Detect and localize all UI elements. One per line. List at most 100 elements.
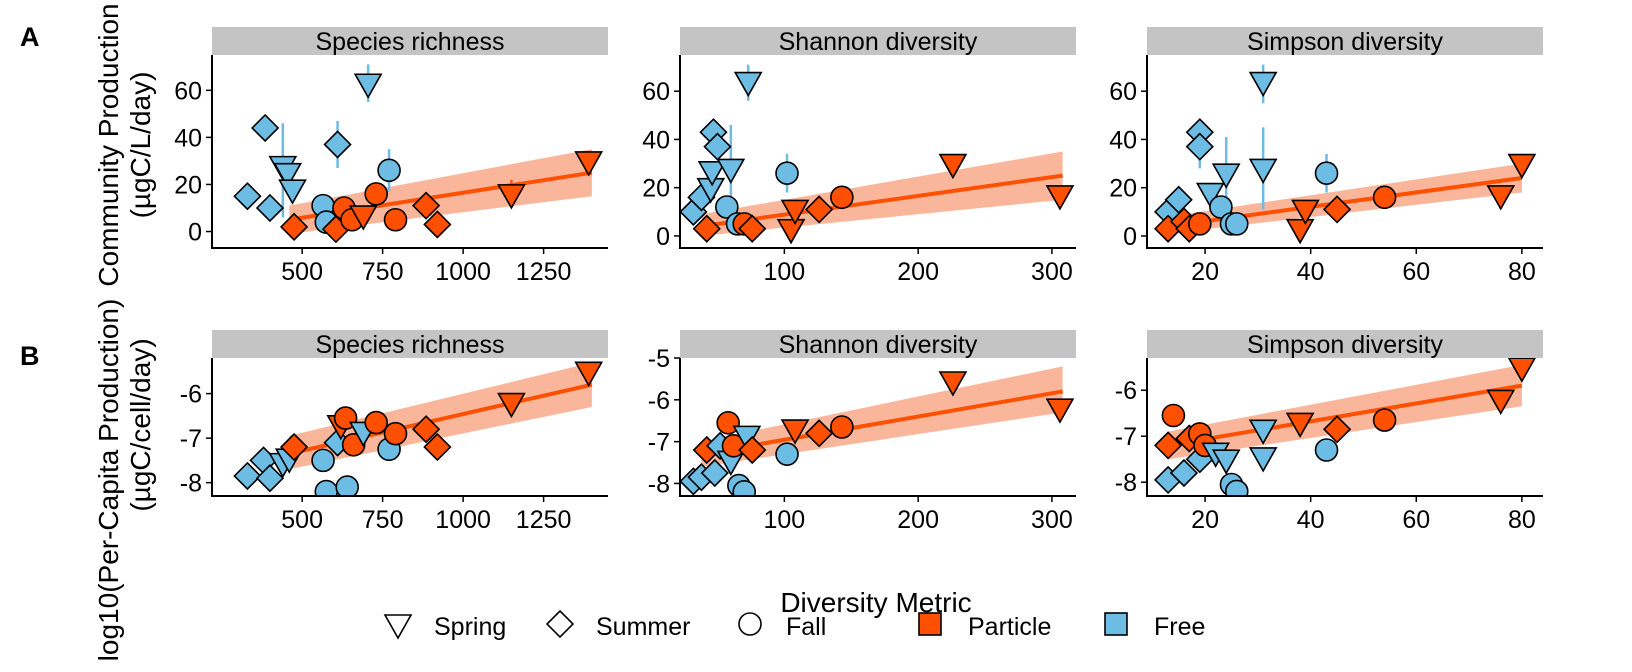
y-tick-label: -7 (180, 425, 202, 453)
y-tick-label: -6 (648, 387, 670, 415)
data-point (1322, 415, 1352, 444)
data-point (776, 218, 806, 245)
plot-area (1153, 358, 1536, 496)
data-point (733, 71, 763, 98)
data-point (574, 361, 604, 387)
data-point (1153, 431, 1183, 460)
panel-a-0: Species richness 0 20 40 60 500 750 1000 1250 (174, 27, 608, 286)
data-point (1372, 185, 1397, 210)
data-point (1211, 163, 1241, 189)
data-point (805, 195, 834, 224)
data-point (323, 130, 352, 159)
data-point (574, 151, 604, 177)
fit-line (701, 173, 1063, 229)
data-point (1314, 438, 1339, 462)
legend-label-particle: Particle (968, 613, 1051, 641)
data-point (279, 432, 309, 462)
data-point (1161, 403, 1186, 428)
x-tick-label: 300 (1031, 258, 1073, 286)
legend-key-free (1104, 612, 1128, 636)
x-tick-label: 1000 (435, 506, 491, 534)
facet-strip (212, 330, 608, 358)
x-tick-label: 750 (362, 258, 404, 286)
fit-line (701, 389, 1063, 457)
facet-strip-label: Simpson diversity (1247, 331, 1443, 359)
data-point (1248, 71, 1278, 98)
y-tick-label: -5 (648, 345, 670, 373)
data-point (233, 182, 262, 211)
legend-key-summer (545, 609, 575, 639)
data-point (938, 371, 968, 397)
y-tick-label: 0 (656, 223, 670, 251)
data-point (273, 162, 303, 189)
data-point (383, 207, 408, 232)
data-point (364, 182, 388, 206)
legend-label-fall: Fall (786, 613, 826, 641)
data-point (1314, 161, 1339, 186)
x-tick-label: 1250 (516, 258, 572, 286)
x-tick-label: 300 (1031, 506, 1073, 534)
data-point (938, 153, 968, 180)
legend: Spring Summer Fall Particle Free (383, 609, 1205, 641)
data-point (1045, 398, 1075, 424)
y-tick-label: 40 (1109, 126, 1137, 154)
data-point (250, 113, 280, 143)
data-point (278, 179, 307, 205)
legend-key-particle (918, 612, 942, 636)
y-tick-label: 60 (1109, 78, 1137, 106)
data-point (1285, 412, 1315, 439)
data-point (1486, 185, 1516, 211)
panel-b-0: Species richness -8 -7 -6 500 750 1000 1250 (180, 330, 608, 534)
plot-area (1153, 64, 1537, 245)
data-point (1188, 212, 1212, 236)
legend-key-spring (383, 614, 413, 640)
data-point (830, 415, 854, 439)
data-point (1209, 195, 1233, 219)
data-point (255, 464, 285, 493)
data-point (697, 161, 727, 187)
data-point (497, 184, 526, 210)
panel-a-1: Shannon diversity 0 20 40 60 100 200 300 (642, 27, 1076, 286)
confidence-ribbon (701, 366, 1063, 467)
facet-strip-label: Species richness (316, 28, 505, 56)
x-tick-label: 100 (763, 258, 805, 286)
x-tick-label: 20 (1191, 506, 1219, 534)
x-tick-label: 200 (897, 506, 939, 534)
data-point (700, 458, 729, 488)
data-point (1486, 389, 1516, 416)
x-tick-label: 750 (362, 506, 404, 534)
data-point (335, 475, 360, 496)
y-tick-label: 0 (188, 219, 202, 247)
x-tick-label: 80 (1508, 506, 1536, 534)
data-point (1211, 449, 1241, 475)
plot-area (233, 64, 604, 244)
data-point (830, 185, 854, 210)
panel-b-2: Simpson diversity -8 -7 -6 20 40 60 80 (1115, 330, 1543, 534)
x-tick-label: 100 (763, 506, 805, 534)
facet-strip-label: Shannon diversity (779, 28, 978, 56)
y-tick-label: 20 (174, 171, 202, 199)
facet-strip-label: Simpson diversity (1247, 28, 1443, 56)
data-point (255, 193, 285, 223)
data-point (805, 419, 834, 448)
data-point (1507, 358, 1536, 383)
x-tick-label: 40 (1297, 506, 1325, 534)
data-point (1248, 419, 1278, 445)
data-point (1291, 199, 1320, 226)
data-point (1285, 218, 1315, 245)
y-tick-label: -8 (648, 470, 670, 498)
data-point (780, 419, 810, 445)
y-axis-title-b-line1: log10(Per-Capita Production) (93, 299, 124, 662)
y-axis-title-b-line2: (µgC/cell/day) (125, 338, 156, 511)
x-tick-label: 200 (897, 258, 939, 286)
data-point (692, 214, 721, 243)
x-tick-label: 80 (1508, 258, 1536, 286)
data-point (732, 480, 757, 496)
legend-key-fall (738, 612, 762, 636)
data-point (1224, 212, 1249, 236)
data-point (383, 421, 408, 446)
facet-strip (680, 330, 1076, 358)
data-point (311, 448, 335, 473)
